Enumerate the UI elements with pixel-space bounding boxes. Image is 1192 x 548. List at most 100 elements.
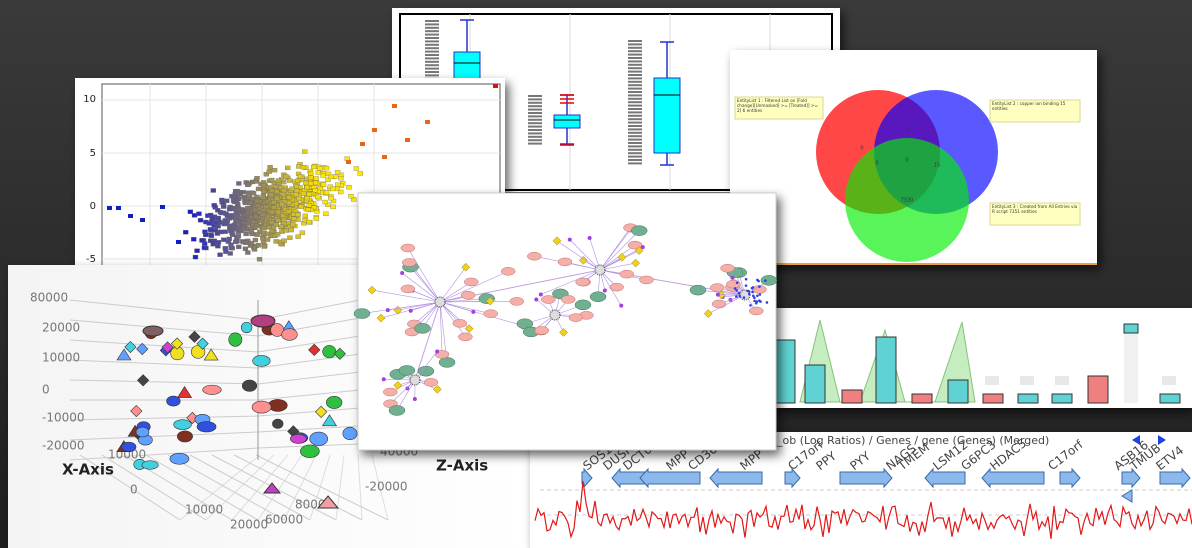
grid-line xyxy=(145,454,259,521)
point xyxy=(219,200,225,205)
node xyxy=(710,283,725,292)
dash xyxy=(425,47,439,50)
node xyxy=(452,319,468,328)
point xyxy=(334,169,341,175)
point xyxy=(323,211,329,217)
ghost-bar xyxy=(1020,376,1034,385)
dash xyxy=(628,67,642,70)
dash xyxy=(528,139,542,142)
point xyxy=(320,182,327,187)
dash xyxy=(628,131,642,134)
ball xyxy=(177,430,193,443)
point xyxy=(273,184,279,189)
venn-count: 0 xyxy=(875,161,878,167)
dash xyxy=(528,135,542,138)
point xyxy=(245,182,251,188)
y-tick-label: -5 xyxy=(86,254,96,265)
ball xyxy=(202,384,222,395)
grid-line xyxy=(69,415,259,421)
edge xyxy=(439,281,472,303)
node xyxy=(750,286,754,290)
point xyxy=(263,204,269,210)
point xyxy=(215,244,221,249)
dash xyxy=(425,57,439,60)
point xyxy=(255,232,261,237)
y-tick-label: 20000 xyxy=(42,321,80,335)
point xyxy=(273,222,279,227)
point xyxy=(217,252,223,257)
venn-label: EntityList 1 : Filtered List on [Fold ch… xyxy=(737,98,818,113)
point xyxy=(281,188,287,193)
node xyxy=(383,387,398,397)
axis-title: Z-Axis xyxy=(436,457,488,475)
point xyxy=(392,104,397,108)
point xyxy=(281,238,287,243)
point xyxy=(256,257,263,262)
grid-line xyxy=(179,454,261,521)
edge xyxy=(439,301,443,355)
ball xyxy=(309,431,328,446)
point xyxy=(260,195,266,200)
dash xyxy=(528,132,542,135)
point xyxy=(267,165,273,170)
cube xyxy=(130,404,143,418)
edge xyxy=(599,230,640,271)
node xyxy=(461,262,471,272)
pyramid xyxy=(203,348,219,361)
node xyxy=(753,296,756,300)
node xyxy=(735,281,739,285)
cube xyxy=(161,341,174,354)
gene-arrow xyxy=(839,467,893,489)
point xyxy=(269,188,275,194)
node xyxy=(527,251,542,261)
node xyxy=(568,313,584,322)
dash xyxy=(628,128,642,131)
dash xyxy=(628,84,642,87)
track-header: 1_ob (Log Ratios) / Genes / gene (Genes)… xyxy=(770,434,1049,447)
point xyxy=(297,174,304,179)
venn-label-holder: EntityList 3 : Created from All Entries … xyxy=(992,204,1077,214)
point xyxy=(263,172,270,177)
edge xyxy=(439,301,491,315)
gene-arrow xyxy=(1059,467,1081,489)
point xyxy=(317,166,323,171)
node xyxy=(460,290,476,300)
dash xyxy=(628,114,642,117)
point xyxy=(311,205,317,210)
dash xyxy=(528,115,542,118)
node xyxy=(760,275,778,286)
point xyxy=(283,174,289,179)
point xyxy=(227,251,233,256)
dash xyxy=(425,40,439,43)
dash xyxy=(425,26,439,29)
node xyxy=(376,313,386,323)
point xyxy=(201,245,208,250)
point xyxy=(290,222,296,227)
dash xyxy=(628,74,642,76)
venn-count: 0 xyxy=(905,128,908,134)
point xyxy=(254,198,261,204)
edge xyxy=(708,294,746,314)
dash xyxy=(528,95,542,97)
grid-line xyxy=(371,454,389,521)
node xyxy=(733,287,737,290)
point xyxy=(269,209,275,215)
grid-line xyxy=(167,454,285,521)
point xyxy=(250,191,257,196)
point xyxy=(228,228,234,233)
bar xyxy=(875,336,897,404)
edge xyxy=(556,240,601,271)
node xyxy=(541,295,556,304)
dash xyxy=(528,101,542,104)
point xyxy=(243,240,249,245)
point xyxy=(287,178,293,183)
node xyxy=(738,294,742,298)
point xyxy=(325,171,332,177)
grid-line xyxy=(357,454,363,521)
gene-arrow xyxy=(924,467,966,489)
edge xyxy=(599,244,636,271)
point xyxy=(273,239,279,244)
node xyxy=(747,292,751,296)
point xyxy=(313,176,319,181)
cube xyxy=(333,347,346,360)
